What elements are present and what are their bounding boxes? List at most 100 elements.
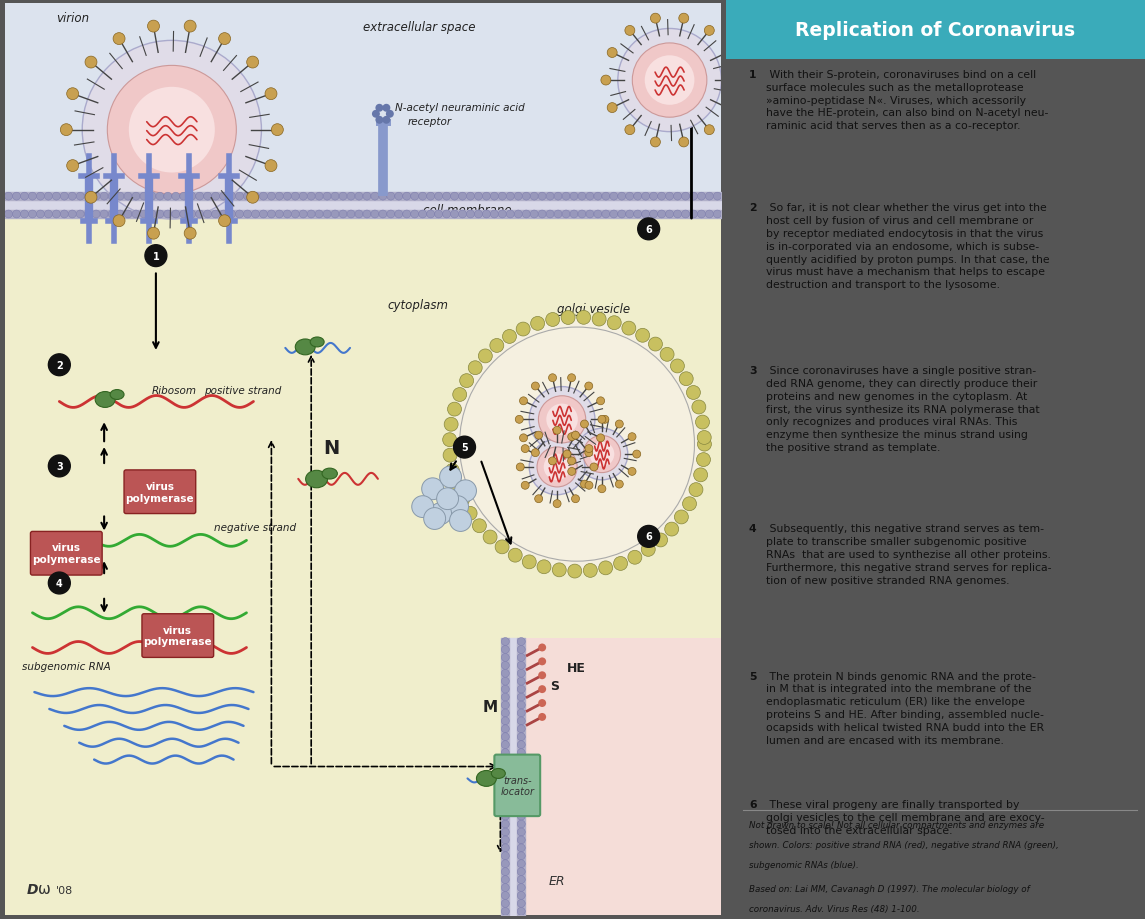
Circle shape bbox=[443, 193, 451, 201]
Circle shape bbox=[212, 210, 220, 219]
Circle shape bbox=[453, 437, 475, 459]
Circle shape bbox=[403, 193, 411, 201]
Circle shape bbox=[204, 193, 212, 201]
Circle shape bbox=[657, 210, 665, 219]
Text: subgenomic RNAs (blue).: subgenomic RNAs (blue). bbox=[749, 860, 859, 869]
Circle shape bbox=[244, 193, 252, 201]
Circle shape bbox=[268, 193, 275, 201]
Circle shape bbox=[518, 868, 526, 876]
Circle shape bbox=[689, 483, 703, 497]
Circle shape bbox=[61, 210, 69, 219]
Circle shape bbox=[113, 34, 125, 46]
Circle shape bbox=[219, 34, 230, 46]
Circle shape bbox=[625, 126, 634, 135]
Circle shape bbox=[641, 193, 649, 201]
Circle shape bbox=[479, 349, 492, 363]
Circle shape bbox=[592, 312, 606, 326]
Circle shape bbox=[395, 193, 403, 201]
Text: 6: 6 bbox=[646, 532, 652, 542]
Circle shape bbox=[704, 27, 714, 37]
Text: N: N bbox=[323, 438, 339, 457]
Circle shape bbox=[641, 210, 649, 219]
Circle shape bbox=[85, 193, 93, 201]
Circle shape bbox=[474, 193, 482, 201]
Circle shape bbox=[291, 193, 299, 201]
Circle shape bbox=[508, 549, 522, 562]
FancyBboxPatch shape bbox=[142, 614, 214, 658]
Text: extracellular space: extracellular space bbox=[363, 21, 475, 34]
Circle shape bbox=[553, 426, 561, 435]
Circle shape bbox=[271, 125, 283, 136]
Text: 2: 2 bbox=[749, 203, 757, 213]
Circle shape bbox=[502, 804, 510, 812]
Circle shape bbox=[264, 161, 277, 173]
Text: virus
polymerase: virus polymerase bbox=[126, 482, 195, 503]
Circle shape bbox=[518, 876, 526, 883]
Circle shape bbox=[77, 210, 85, 219]
Circle shape bbox=[236, 193, 244, 201]
Circle shape bbox=[704, 126, 714, 135]
Circle shape bbox=[403, 210, 411, 219]
Circle shape bbox=[722, 49, 732, 59]
Circle shape bbox=[148, 228, 159, 240]
Circle shape bbox=[502, 907, 510, 915]
Circle shape bbox=[521, 445, 529, 453]
Circle shape bbox=[682, 497, 696, 511]
Circle shape bbox=[518, 828, 526, 836]
Text: cell membrane: cell membrane bbox=[423, 204, 512, 217]
Circle shape bbox=[363, 193, 371, 201]
Circle shape bbox=[108, 193, 116, 201]
Circle shape bbox=[538, 193, 546, 201]
Circle shape bbox=[419, 210, 427, 219]
Circle shape bbox=[518, 765, 526, 773]
Text: nucleocapsid: nucleocapsid bbox=[479, 484, 546, 494]
Circle shape bbox=[518, 860, 526, 868]
Circle shape bbox=[184, 21, 196, 33]
Circle shape bbox=[61, 193, 69, 201]
Circle shape bbox=[665, 210, 673, 219]
Circle shape bbox=[184, 228, 196, 240]
Circle shape bbox=[514, 210, 522, 219]
Circle shape bbox=[597, 435, 605, 442]
Circle shape bbox=[661, 348, 674, 362]
Circle shape bbox=[180, 193, 188, 201]
Circle shape bbox=[518, 646, 526, 653]
Circle shape bbox=[713, 193, 721, 201]
Circle shape bbox=[601, 416, 609, 424]
Circle shape bbox=[602, 210, 610, 219]
Circle shape bbox=[544, 454, 570, 481]
Circle shape bbox=[474, 210, 482, 219]
Circle shape bbox=[518, 749, 526, 756]
Circle shape bbox=[537, 561, 551, 574]
Circle shape bbox=[502, 852, 510, 860]
Circle shape bbox=[554, 210, 562, 219]
Text: 6: 6 bbox=[646, 224, 652, 234]
Circle shape bbox=[502, 828, 510, 836]
Circle shape bbox=[518, 797, 526, 804]
Text: shown. Colors: positive strand RNA (red), negative strand RNA (green),: shown. Colors: positive strand RNA (red)… bbox=[749, 840, 1059, 849]
Circle shape bbox=[93, 210, 100, 219]
Circle shape bbox=[53, 210, 61, 219]
Circle shape bbox=[673, 193, 681, 201]
Circle shape bbox=[518, 677, 526, 686]
Circle shape bbox=[100, 210, 108, 219]
Circle shape bbox=[148, 21, 159, 33]
Circle shape bbox=[518, 701, 526, 709]
Circle shape bbox=[689, 193, 697, 201]
Circle shape bbox=[363, 210, 371, 219]
Circle shape bbox=[576, 429, 627, 481]
Circle shape bbox=[506, 210, 514, 219]
Circle shape bbox=[113, 216, 125, 227]
Circle shape bbox=[633, 210, 641, 219]
Circle shape bbox=[355, 193, 363, 201]
Circle shape bbox=[601, 76, 610, 85]
Circle shape bbox=[458, 210, 466, 219]
Text: trans-
locator: trans- locator bbox=[500, 775, 535, 796]
Circle shape bbox=[498, 210, 506, 219]
Circle shape bbox=[649, 193, 657, 201]
Circle shape bbox=[212, 193, 220, 201]
Circle shape bbox=[443, 210, 451, 219]
Circle shape bbox=[568, 468, 576, 476]
Circle shape bbox=[37, 193, 45, 201]
Circle shape bbox=[548, 458, 556, 465]
